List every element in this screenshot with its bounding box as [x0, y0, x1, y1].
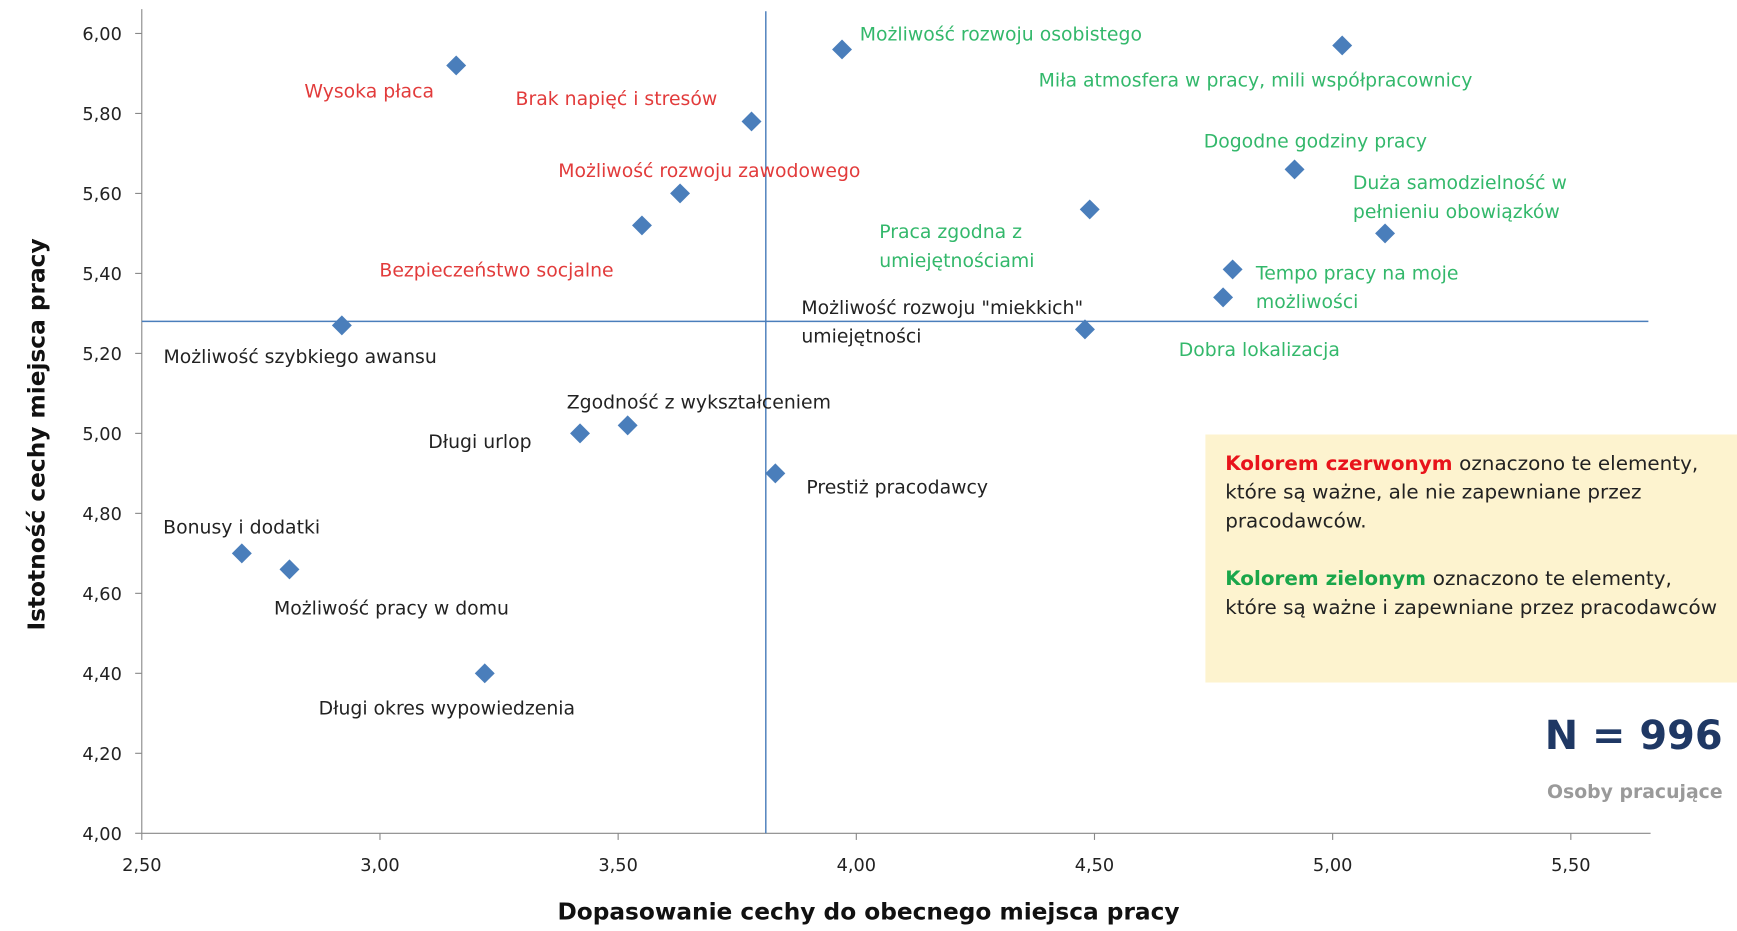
note-paragraph: Kolorem czerwonym oznaczono te elementy, …	[1225, 450, 1717, 536]
y-tick-label: 4,20	[82, 745, 121, 765]
y-tick-label: 4,80	[82, 505, 121, 525]
point-label: Brak napięć i stresów	[516, 89, 718, 110]
point	[1222, 259, 1243, 280]
point-label: Możliwość rozwoju "miekkich"	[801, 298, 1083, 319]
point-label: Możliwość pracy w domu	[274, 599, 509, 620]
point-label: Wysoka płaca	[304, 82, 434, 103]
point-label: Miła atmosfera w pracy, mili współpracow…	[1039, 70, 1473, 91]
y-tick-label: 5,00	[82, 425, 121, 445]
x-tick-label: 5,50	[1551, 856, 1590, 876]
point	[1079, 199, 1100, 220]
sample-size: N = 996	[1545, 713, 1723, 759]
y-tick-label: 6,00	[82, 25, 121, 45]
x-tick-label: 3,00	[360, 856, 399, 876]
point-label: Zgodność z wykształceniem	[567, 393, 831, 414]
y-tick-label: 5,80	[82, 105, 121, 125]
point	[741, 111, 762, 132]
sample-description: Osoby pracujące	[1547, 782, 1723, 803]
point-label: umiejętności	[801, 327, 921, 348]
point	[231, 543, 252, 564]
point	[474, 663, 495, 684]
y-tick-label: 5,20	[82, 345, 121, 365]
note-highlight: Kolorem czerwonym	[1225, 452, 1453, 476]
y-tick-label: 5,40	[82, 265, 121, 285]
point	[279, 559, 300, 580]
note-paragraph: Kolorem zielonym oznaczono te elementy, k…	[1225, 565, 1717, 623]
x-axis-title: Dopasowanie cechy do obecnego miejsca pr…	[557, 899, 1179, 926]
point-label: Możliwość rozwoju zawodowego	[558, 161, 860, 182]
x-tick-label: 5,00	[1313, 856, 1352, 876]
point-label: Bonusy i dodatki	[163, 517, 320, 538]
point-label: Duża samodzielność w	[1353, 173, 1567, 194]
point-label: Dobra lokalizacja	[1179, 340, 1340, 361]
point	[670, 183, 691, 204]
note-text: oznaczono te elementy, które są ważne i …	[1225, 567, 1718, 620]
point-label: Długi urlop	[428, 432, 531, 453]
note-box: Kolorem czerwonym oznaczono te elementy, …	[1205, 434, 1737, 683]
point	[832, 39, 852, 60]
point-label: Bezpieczeństwo socjalne	[379, 260, 613, 281]
point	[331, 315, 352, 336]
x-tick-label: 4,50	[1075, 856, 1114, 876]
point	[570, 423, 591, 444]
point	[1074, 319, 1095, 340]
point	[1332, 35, 1353, 56]
note-highlight: Kolorem zielonym	[1225, 567, 1427, 591]
point-label: pełnieniu obowiązków	[1353, 202, 1560, 223]
x-tick-label: 3,50	[598, 856, 637, 876]
point	[1284, 159, 1305, 180]
point-label: Możliwość rozwoju osobistego	[860, 25, 1142, 46]
y-tick-label: 4,00	[82, 825, 121, 845]
y-axis-title: Istotność cechy miejsca pracy	[23, 238, 50, 630]
point	[617, 415, 638, 436]
x-tick-label: 4,00	[837, 856, 876, 876]
point-label: Możliwość szybkiego awansu	[164, 347, 437, 368]
point-label: Prestiż pracodawcy	[806, 477, 988, 498]
point	[765, 463, 786, 484]
x-tick-label: 2,50	[122, 856, 161, 876]
point	[446, 55, 467, 76]
point-label: możliwości	[1256, 292, 1359, 313]
point	[631, 215, 652, 236]
y-tick-label: 4,60	[82, 585, 121, 605]
point-label: Długi okres wypowiedzenia	[319, 698, 575, 719]
note-text: oznaczono te elementy, które są ważne, a…	[1225, 452, 1699, 534]
point	[1213, 287, 1234, 308]
point	[1375, 223, 1396, 244]
point-label: Dogodne godziny pracy	[1204, 131, 1427, 152]
y-tick-label: 4,40	[82, 665, 121, 685]
point-label: Praca zgodna z	[879, 222, 1022, 243]
point-label: umiejętnościami	[879, 251, 1034, 272]
note: Kolorem czerwonym oznaczono te elementy, …	[1205, 434, 1737, 683]
point-label: Tempo pracy na moje	[1255, 263, 1459, 284]
y-tick-label: 5,60	[82, 185, 121, 205]
